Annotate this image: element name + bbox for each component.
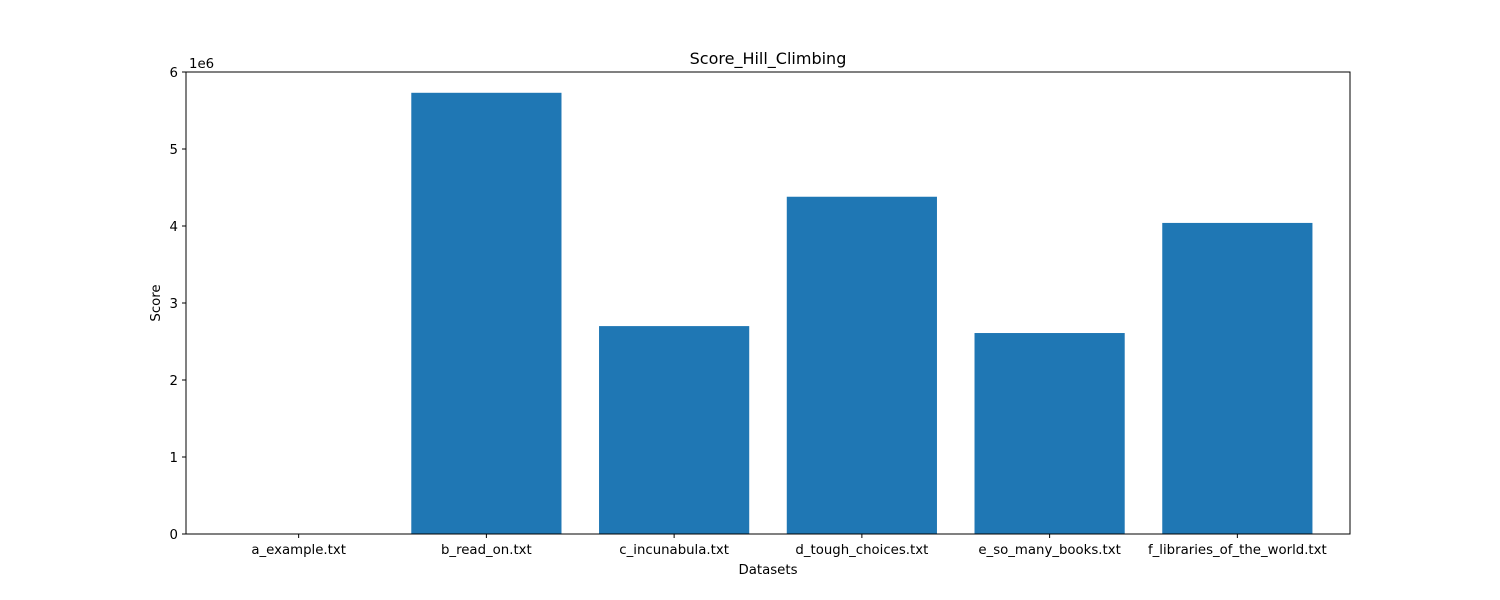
x-tick-label: b_read_on.txt — [441, 543, 532, 558]
y-axis-ticks: 0 1 2 3 4 5 6 — [170, 66, 186, 543]
x-tick-label: d_tough_choices.txt — [795, 543, 928, 558]
y-tick-label: 0 — [170, 528, 178, 543]
y-tick-label: 5 — [170, 143, 178, 158]
x-tick-label: a_example.txt — [251, 543, 346, 558]
y-tick-label: 3 — [170, 297, 178, 312]
bars-group — [223, 92, 1313, 535]
bar-3 — [599, 326, 750, 534]
bar-2 — [411, 92, 562, 534]
y-tick-label: 6 — [170, 66, 178, 81]
x-axis-ticks: a_example.txt b_read_on.txt c_incunabula.t… — [251, 534, 1327, 558]
y-axis-offset-label: 1e6 — [189, 57, 214, 72]
bar-5 — [974, 333, 1125, 534]
y-axis-label: Score — [149, 284, 164, 321]
y-tick-label: 2 — [170, 374, 178, 389]
x-tick-label: c_incunabula.txt — [619, 543, 729, 558]
chart-title: Score_Hill_Climbing — [690, 49, 847, 69]
x-tick-label: f_libraries_of_the_world.txt — [1148, 543, 1327, 558]
plot-area-frame — [185, 71, 1351, 535]
x-tick-label: e_so_many_books.txt — [978, 543, 1120, 558]
y-tick-label: 4 — [170, 220, 178, 235]
x-axis-label: Datasets — [739, 563, 798, 578]
y-tick-label: 1 — [170, 451, 178, 466]
bar-4 — [786, 196, 937, 535]
bar-6 — [1162, 222, 1313, 535]
